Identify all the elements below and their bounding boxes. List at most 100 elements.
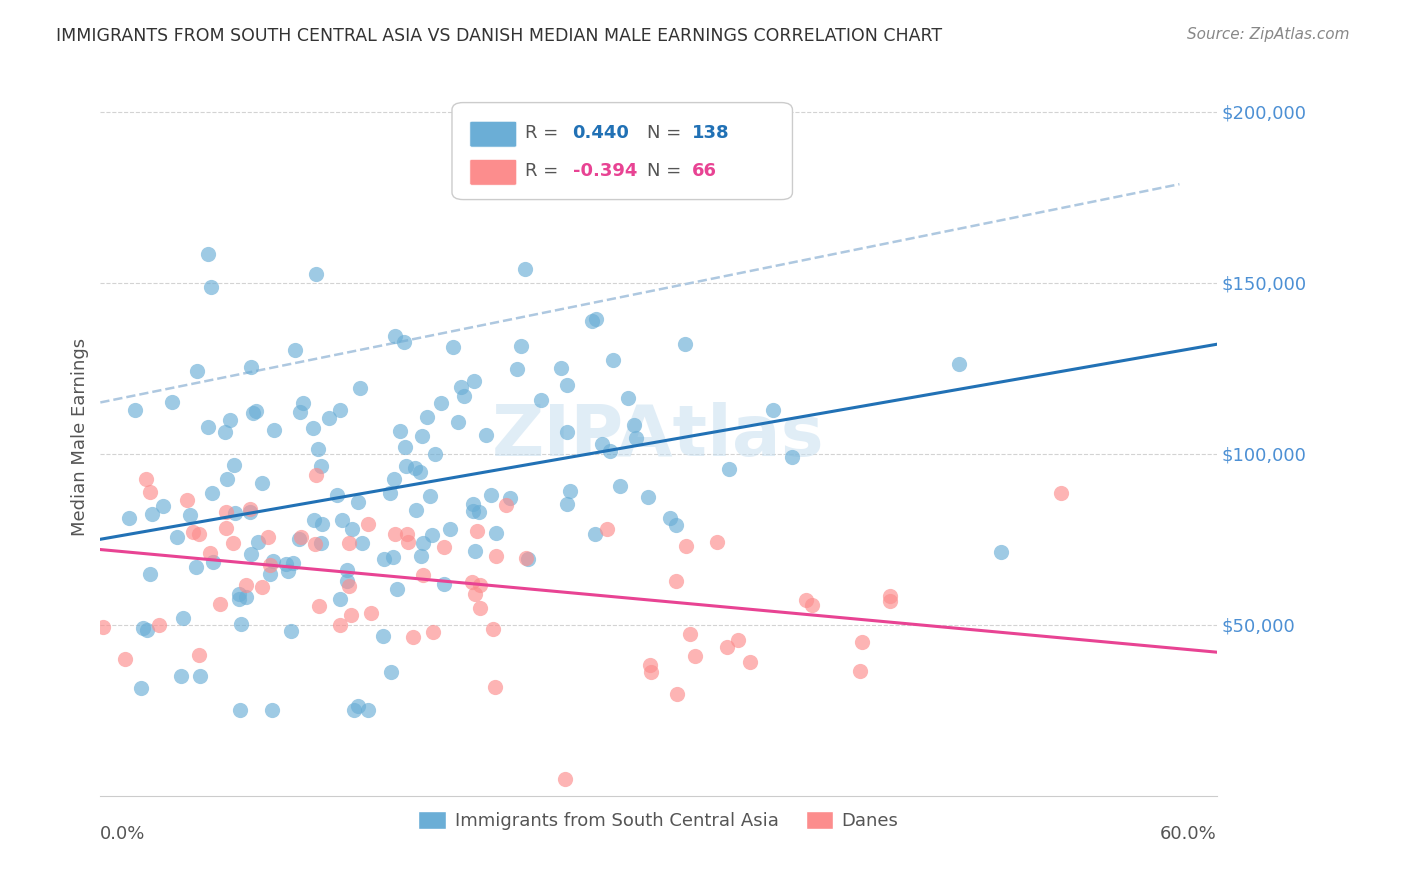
Point	[468, 578, 491, 592]
Point	[419, 489, 441, 503]
Point	[308, 599, 330, 614]
Point	[235, 591, 257, 605]
Point	[879, 594, 901, 608]
Point	[409, 549, 432, 564]
Point	[464, 587, 486, 601]
Point	[416, 409, 439, 424]
Point	[357, 703, 380, 717]
Point	[396, 526, 419, 541]
Point	[326, 488, 349, 502]
Text: 60.0%: 60.0%	[1160, 824, 1216, 843]
Point	[485, 549, 508, 563]
Text: R =: R =	[468, 106, 502, 124]
Point	[239, 505, 262, 519]
Point	[716, 640, 738, 654]
Point	[384, 526, 406, 541]
Point	[340, 522, 363, 536]
Point	[262, 554, 284, 568]
Point	[461, 497, 484, 511]
Point	[290, 405, 312, 419]
Point	[430, 396, 453, 410]
Point	[228, 591, 250, 606]
Point	[117, 511, 139, 525]
Point	[240, 547, 263, 561]
Point	[340, 608, 363, 623]
Point	[214, 425, 236, 439]
Point	[219, 413, 242, 427]
Point	[581, 314, 603, 328]
Point	[329, 592, 352, 607]
Point	[305, 267, 328, 281]
Point	[263, 423, 285, 437]
Point	[412, 567, 434, 582]
Point	[599, 443, 621, 458]
Text: N =: N =	[647, 161, 682, 180]
Point	[336, 563, 359, 577]
Point	[463, 375, 485, 389]
Point	[181, 525, 204, 540]
Point	[1050, 485, 1073, 500]
Point	[664, 574, 686, 589]
Point	[515, 550, 537, 565]
Point	[433, 576, 456, 591]
Point	[197, 420, 219, 434]
Point	[382, 472, 405, 486]
Point	[384, 329, 406, 343]
Point	[240, 359, 263, 374]
Point	[373, 552, 395, 566]
Point	[139, 485, 162, 500]
Point	[201, 486, 224, 500]
Point	[422, 624, 444, 639]
Point	[131, 621, 153, 635]
Legend: Immigrants from South Central Asia, Danes: Immigrants from South Central Asia, Dane…	[411, 804, 905, 837]
Point	[387, 582, 409, 596]
Point	[302, 513, 325, 527]
Text: R =: R =	[524, 161, 558, 180]
Point	[360, 606, 382, 620]
Point	[281, 556, 304, 570]
Point	[673, 337, 696, 351]
Text: Source: ZipAtlas.com: Source: ZipAtlas.com	[1187, 27, 1350, 42]
Point	[288, 532, 311, 546]
Text: 66: 66	[692, 161, 717, 180]
Point	[482, 622, 505, 636]
Point	[412, 536, 434, 550]
Point	[623, 418, 645, 433]
Point	[215, 505, 238, 519]
Point	[172, 611, 194, 625]
Point	[388, 424, 411, 438]
Point	[301, 421, 323, 435]
Point	[851, 635, 873, 649]
Point	[222, 458, 245, 473]
Point	[139, 567, 162, 582]
Point	[727, 633, 749, 648]
Point	[849, 664, 872, 678]
Point	[304, 537, 326, 551]
Point	[280, 624, 302, 639]
Point	[468, 505, 491, 519]
Point	[309, 536, 332, 550]
Point	[274, 558, 297, 572]
Point	[343, 703, 366, 717]
Point	[184, 559, 207, 574]
Point	[235, 578, 257, 592]
Point	[135, 473, 157, 487]
Point	[509, 339, 531, 353]
Point	[555, 498, 578, 512]
Point	[596, 523, 619, 537]
Point	[423, 447, 446, 461]
Point	[329, 618, 352, 632]
Point	[215, 472, 238, 486]
Point	[378, 486, 401, 500]
Point	[347, 495, 370, 509]
Point	[683, 648, 706, 663]
Point	[242, 407, 264, 421]
Point	[461, 575, 484, 590]
Point	[228, 587, 250, 601]
Point	[479, 488, 502, 502]
Point	[990, 544, 1012, 558]
Point	[465, 524, 488, 539]
Point	[583, 526, 606, 541]
Point	[239, 501, 262, 516]
Point	[252, 476, 274, 491]
